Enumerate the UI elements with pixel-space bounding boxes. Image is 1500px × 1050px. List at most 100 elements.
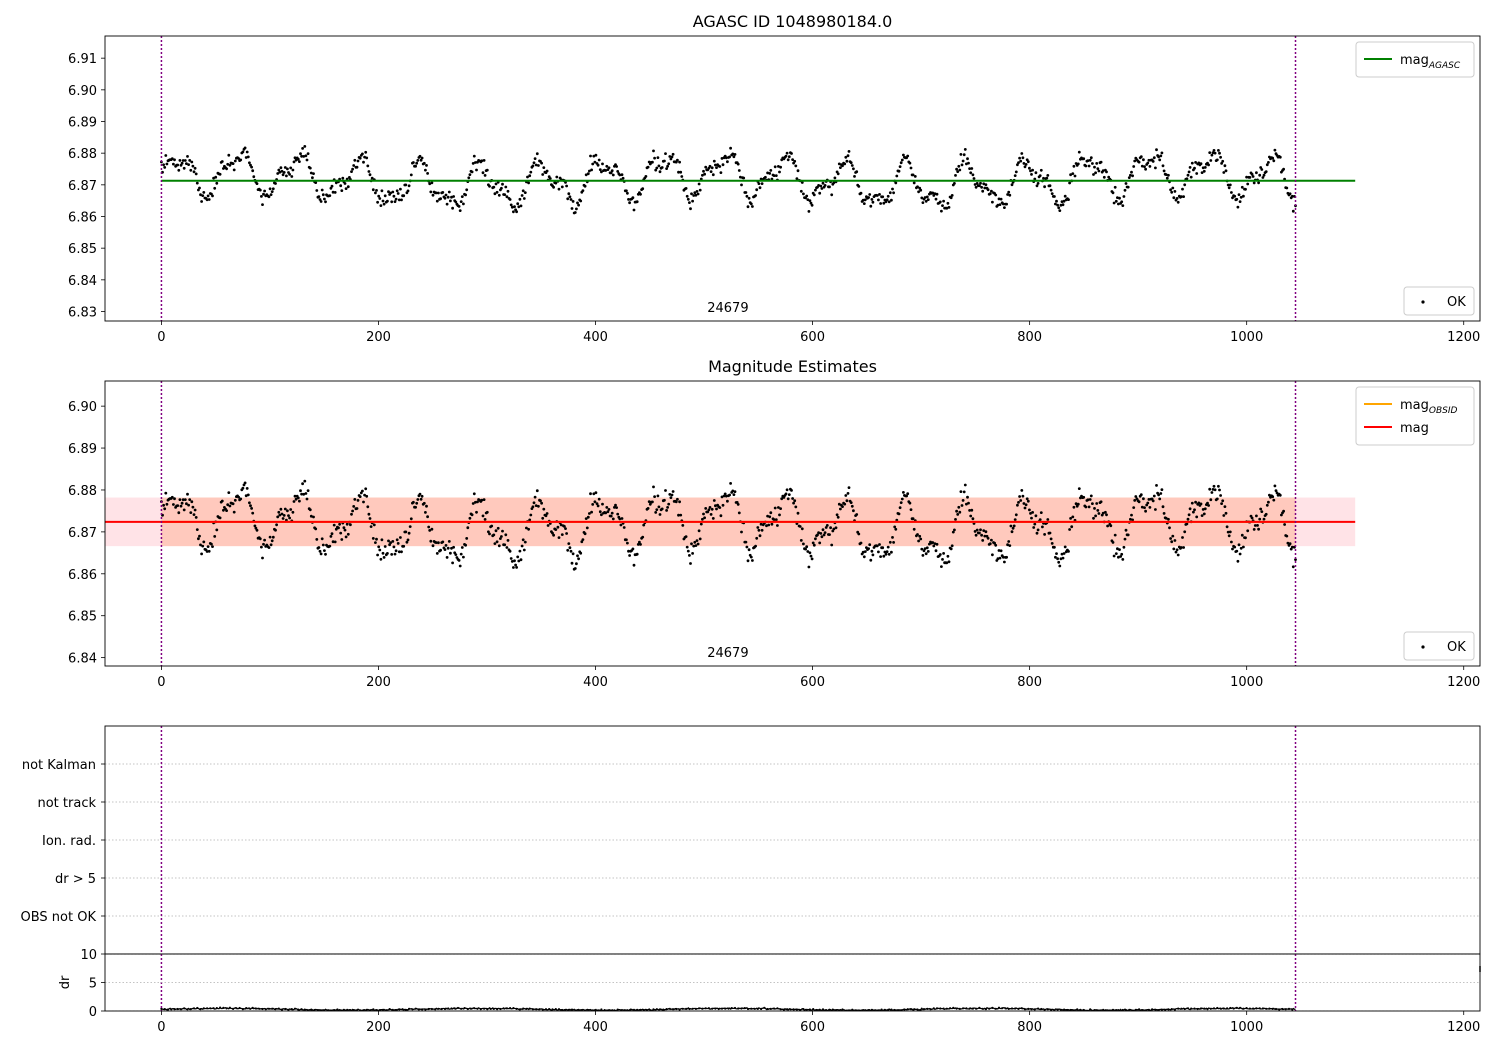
data-point [593, 500, 597, 504]
data-point [1057, 560, 1061, 564]
data-point [1152, 156, 1156, 160]
data-point [990, 189, 993, 193]
data-point [591, 162, 595, 166]
data-point [212, 176, 216, 180]
data-point [460, 195, 464, 199]
data-point [1029, 169, 1032, 173]
data-point [928, 542, 931, 546]
data-point [802, 192, 805, 196]
data-point [1167, 173, 1170, 177]
data-point [979, 181, 982, 185]
data-point [898, 506, 902, 510]
dr-point [333, 1009, 336, 1011]
data-point [424, 168, 427, 172]
data-point [697, 529, 701, 533]
data-point [843, 162, 847, 166]
data-point [232, 510, 236, 514]
data-point [1020, 152, 1024, 155]
dr-point [375, 1009, 378, 1011]
data-point [512, 210, 515, 214]
data-point [1126, 533, 1130, 537]
dr-point [903, 1008, 906, 1011]
dr-point [864, 1009, 867, 1011]
dr-point [365, 1008, 368, 1011]
data-point [1028, 166, 1031, 170]
data-point [365, 494, 369, 498]
data-point [1022, 502, 1026, 505]
data-point [667, 162, 671, 166]
data-point [798, 525, 802, 528]
dr-point [636, 1008, 639, 1011]
data-point [506, 539, 510, 542]
data-point [220, 160, 224, 163]
data-point [374, 191, 377, 195]
data-point [1265, 503, 1269, 507]
data-point [822, 533, 826, 537]
data-point [619, 523, 623, 527]
data-point [594, 153, 598, 157]
data-point [652, 485, 655, 489]
data-point [1074, 502, 1078, 506]
dr-point [909, 1008, 913, 1011]
data-point [391, 540, 395, 543]
data-point [1185, 177, 1189, 181]
data-point [908, 501, 912, 505]
data-point [1095, 162, 1099, 165]
data-point [1017, 161, 1020, 165]
data-point [724, 494, 728, 498]
data-point [869, 204, 873, 208]
data-point [446, 546, 450, 550]
data-point [690, 542, 693, 546]
data-point [677, 170, 680, 174]
data-point [639, 192, 642, 196]
data-point [1235, 549, 1239, 553]
data-point [601, 162, 604, 166]
data-point [321, 543, 325, 547]
data-point [1152, 494, 1156, 498]
data-point [1030, 516, 1033, 520]
data-point [657, 505, 661, 509]
data-point [972, 177, 976, 180]
data-point [279, 507, 283, 511]
data-point [1049, 188, 1053, 192]
data-point [1050, 542, 1054, 545]
data-point [418, 492, 422, 496]
data-point [1213, 151, 1217, 155]
dr-point [1252, 1007, 1255, 1010]
data-point [165, 162, 169, 166]
data-point [493, 542, 497, 545]
data-point [773, 165, 777, 169]
data-point [732, 155, 736, 159]
legend-marker-swatch [1421, 300, 1425, 304]
data-point [909, 166, 913, 170]
data-point [523, 191, 527, 195]
dr-point [381, 1008, 385, 1011]
data-point [786, 158, 790, 162]
data-point [462, 555, 465, 559]
data-point [923, 547, 927, 550]
dr-point [1001, 1007, 1004, 1010]
data-point [1120, 552, 1124, 556]
data-point [515, 210, 518, 214]
data-point [591, 503, 595, 506]
data-point [521, 189, 525, 193]
data-point [680, 175, 684, 178]
dr-point [841, 1008, 844, 1011]
dr-point [1066, 1008, 1069, 1011]
dr-point [219, 1006, 222, 1009]
data-point [366, 164, 370, 168]
dr-point [691, 1007, 694, 1010]
data-point [437, 541, 440, 545]
data-point [294, 497, 298, 501]
data-point [533, 157, 537, 161]
data-point [583, 532, 587, 536]
dr-point [1138, 1008, 1141, 1011]
data-point [172, 503, 175, 506]
data-point [819, 184, 823, 188]
data-point [366, 505, 370, 509]
data-point [427, 525, 431, 529]
data-point [220, 499, 224, 503]
data-point [429, 190, 433, 194]
data-point [796, 169, 800, 173]
data-point [870, 198, 874, 201]
